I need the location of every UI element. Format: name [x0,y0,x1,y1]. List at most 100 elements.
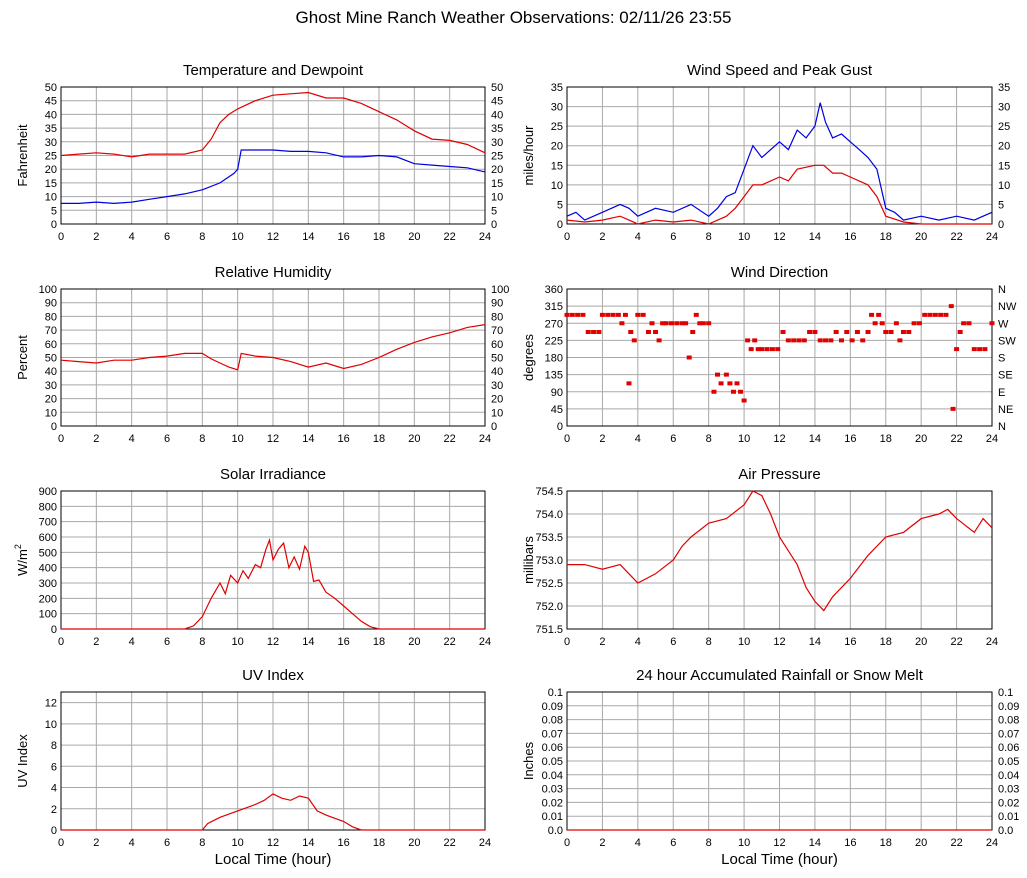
uv-ytick-label: 4 [51,783,57,795]
wdir-ytick-label: 45 [551,404,563,416]
pressure-series-line-0 [567,490,993,612]
wdir-point [706,321,712,326]
wdir-point [700,321,706,326]
wind-xtick-label: 20 [915,231,927,243]
rh-right-tick-label: 80 [491,311,503,323]
wdir-right-tick-label: N [998,421,1006,433]
rh-xtick-label: 24 [479,433,491,445]
solar-ytick-label: 100 [39,609,57,621]
temp-ytick-label: 35 [45,123,57,135]
wdir-point [690,330,696,335]
solar-ylabel: W/m2 [13,544,30,576]
rain-right-tick-label: 0.0 [998,825,1013,837]
wdir-point [838,338,844,343]
rain-xtick-label: 22 [950,837,962,849]
temp-ytick-label: 20 [45,164,57,176]
rh-right-tick-label: 90 [491,298,503,310]
pressure-xtick-label: 2 [599,636,605,648]
wdir-point [769,347,775,352]
solar-xtick-label: 16 [338,636,350,648]
pressure-title: Air Pressure [738,466,821,483]
wdir-point [932,312,938,317]
wdir-xtick-label: 10 [738,433,750,445]
wdir-point [900,330,906,335]
solar-xtick-label: 22 [444,636,456,648]
rain-ytick-label: 0.0 [548,825,563,837]
uv-xtick-label: 6 [164,837,170,849]
wind-xtick-label: 18 [880,231,892,243]
wdir-xtick-label: 4 [635,433,641,445]
rh-frame [60,288,486,427]
wind-series-line-0 [566,102,993,221]
wdir-point [922,312,928,317]
wdir-frame [566,288,993,427]
uv-ytick-label: 10 [45,719,57,731]
wdir-point [893,321,899,326]
rain-ytick-label: 0.08 [542,715,563,727]
temp-xtick-label: 12 [267,231,279,243]
temp-series-line-1 [61,149,486,205]
wdir-point [807,330,813,335]
wdir-point [738,389,744,394]
rh-ylabel: Percent [15,335,30,380]
rain-ytick-label: 0.05 [542,756,563,768]
uv-frame [60,691,486,831]
wdir-point [635,312,641,317]
wdir-point [948,304,954,309]
wdir-ytick-label: 135 [545,370,563,382]
wind-title: Wind Speed and Peak Gust [687,62,873,79]
wdir-right-tick-label: SE [998,370,1013,382]
rh-xtick-label: 20 [408,433,420,445]
rain-ylabel: Inches [521,741,536,780]
solar-xtick-label: 4 [129,636,135,648]
wdir-point [971,347,977,352]
wdir-point [668,321,674,326]
wdir-point [796,338,802,343]
rain-xtick-label: 2 [599,837,605,849]
uv-ylabel: UV Index [15,734,30,788]
wind-ytick-label: 35 [551,82,563,94]
rain-xlabel: Local Time (hour) [721,851,838,868]
rh-ytick-label: 60 [45,339,57,351]
wdir-xtick-label: 16 [844,433,856,445]
rh-right-tick-label: 40 [491,366,503,378]
wdir-point [569,312,575,317]
wdir-ytick-label: 225 [545,335,563,347]
rain-title: 24 hour Accumulated Rainfall or Snow Mel… [636,667,924,684]
solar-ytick-label: 600 [39,532,57,544]
wind-xtick-label: 16 [844,231,856,243]
wind-xtick-label: 12 [773,231,785,243]
solar-xtick-label: 14 [302,636,314,648]
wdir-point [711,389,717,394]
temp-xtick-label: 24 [479,231,491,243]
wdir-ytick-label: 360 [545,284,563,296]
wind-ytick-label: 25 [551,121,563,133]
wdir-point [585,330,591,335]
rain-right-tick-label: 0.03 [998,784,1019,796]
rh-ytick-label: 100 [39,284,57,296]
solar-ytick-label: 800 [39,501,57,513]
wind-xtick-label: 10 [738,231,750,243]
wind-ytick-label: 10 [551,180,563,192]
wdir-point [679,321,685,326]
pressure-xtick-label: 4 [635,636,641,648]
wdir-point [938,312,944,317]
uv-title: UV Index [242,667,304,684]
rh-xtick-label: 22 [444,433,456,445]
rain-xtick-label: 10 [738,837,750,849]
wind-right-tick-label: 20 [998,141,1010,153]
wdir-point [911,321,917,326]
temp-xtick-label: 20 [408,231,420,243]
pressure-ytick-label: 752.5 [535,578,563,590]
wind-ytick-label: 30 [551,102,563,114]
wdir-point [966,321,972,326]
wdir-point [619,321,625,326]
wdir-xtick-label: 18 [880,433,892,445]
temp-right-tick-label: 35 [491,123,503,135]
temp-ytick-label: 30 [45,137,57,149]
rain-ytick-label: 0.1 [548,687,563,699]
wdir-point [888,330,894,335]
rain-right-tick-label: 0.01 [998,811,1019,823]
wdir-point [697,321,703,326]
